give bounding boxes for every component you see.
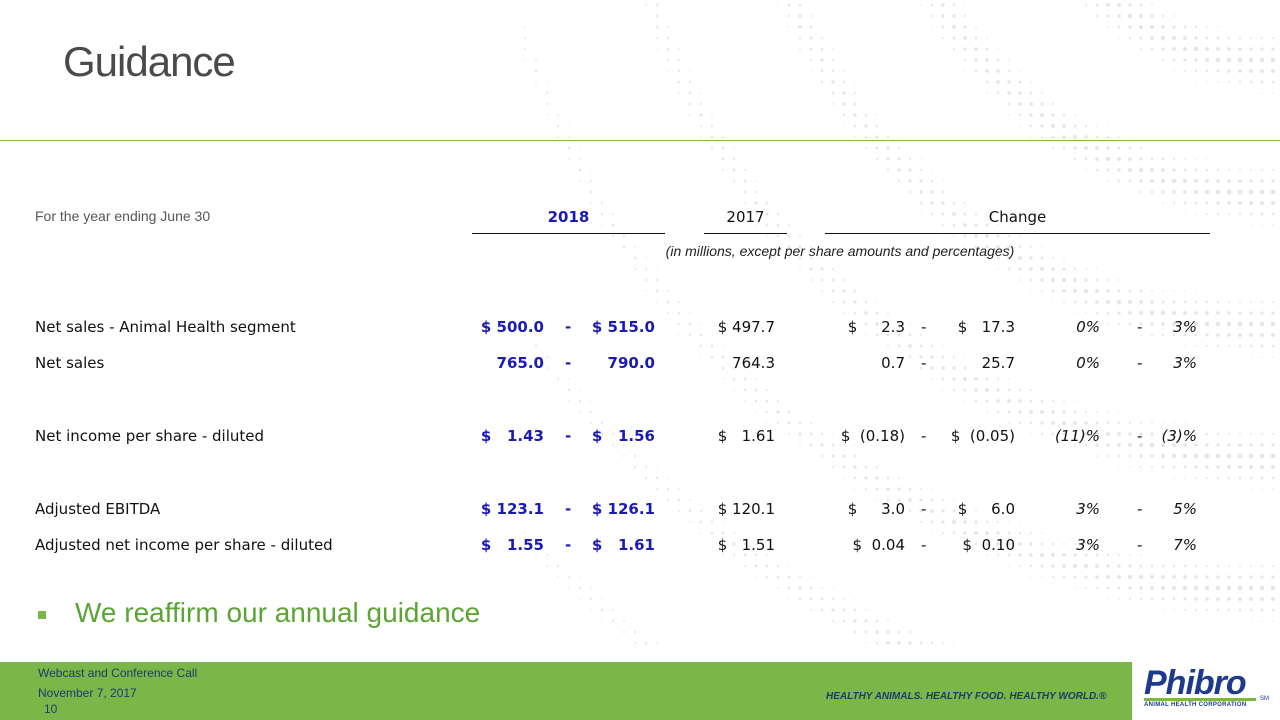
column-header-2017: 2017	[726, 208, 765, 226]
cell-pct-lo: 3%	[1076, 500, 1100, 518]
cell-label: Net sales - Animal Health segment	[35, 318, 296, 336]
table-row: Net income per share - diluted $ 1.43 - $ 1…	[0, 427, 1280, 451]
cell-hi: $ 1.61	[591, 536, 655, 554]
footer-event: Webcast and Conference Call	[38, 666, 198, 680]
column-header-change: Change	[988, 208, 1047, 226]
cell-pct-hi: 5%	[1173, 500, 1197, 518]
cell-dash1: -	[565, 500, 572, 518]
cell-dash1: -	[565, 536, 572, 554]
cell-prior: $ 1.51	[717, 536, 775, 554]
cell-pct-lo: (11)%	[1054, 427, 1100, 445]
cell-label: Adjusted EBITDA	[35, 500, 161, 518]
footer-bar: Webcast and Conference Call November 7, …	[0, 662, 1280, 720]
cell-prior: $ 120.1	[717, 500, 775, 518]
cell-label: Net income per share - diluted	[35, 427, 265, 445]
cell-pct-hi: 3%	[1173, 318, 1197, 336]
cell-pct-lo: 3%	[1076, 536, 1100, 554]
cell-prior: $ 1.61	[717, 427, 775, 445]
footer-date: November 7, 2017	[38, 686, 137, 700]
cell-chg-lo: 0.7	[881, 354, 905, 372]
header-underline-change	[825, 233, 1210, 234]
cell-pct-lo: 0%	[1076, 354, 1100, 372]
cell-dash3: -	[1137, 427, 1143, 445]
phibro-logo: Phibro ANIMAL HEALTH CORPORATION SM	[1132, 662, 1280, 720]
cell-dash3: -	[1137, 354, 1143, 372]
cell-chg-lo: $ 2.3	[847, 318, 905, 336]
cell-lo: $ 1.43	[480, 427, 544, 445]
title-divider	[0, 140, 1280, 141]
cell-label: Net sales	[35, 354, 105, 372]
cell-chg-hi: $ 17.3	[957, 318, 1015, 336]
logo-subtitle: ANIMAL HEALTH CORPORATION	[1144, 702, 1247, 708]
table-row: Net sales 765.0-790.0 764.3 0.7-25.7 0% -3%	[0, 354, 1280, 378]
cell-hi: $ 126.1	[591, 500, 655, 518]
cell-chg-lo: $ 0.04	[852, 536, 905, 554]
cell-lo: $ 500.0	[480, 318, 544, 336]
cell-chg-hi: $ 6.0	[957, 500, 1015, 518]
cell-pct-hi: 3%	[1173, 354, 1197, 372]
cell-pct-lo: 0%	[1076, 318, 1100, 336]
period-label: For the year ending June 30	[35, 208, 211, 224]
units-note: (in millions, except per share amounts a…	[665, 243, 1015, 259]
cell-pct-hi: (3)%	[1161, 427, 1197, 445]
cell-chg-hi: $ (0.05)	[950, 427, 1015, 445]
table-row: Adjusted EBITDA $ 123.1 - $ 126.1 $ 120.1 $ 3…	[0, 500, 1280, 524]
cell-dash2: -	[921, 318, 927, 336]
cell-dash1: -	[565, 318, 572, 336]
cell-lo: $ 1.55	[480, 536, 544, 554]
table-row: Net sales - Animal Health segment $ 500.0…	[0, 318, 1280, 342]
cell-label: Adjusted net income per share - diluted	[35, 536, 333, 554]
key-message: We reaffirm our annual guidance	[75, 597, 481, 628]
header-underline-2017	[704, 233, 787, 234]
tagline: HEALTHY ANIMALS. HEALTHY FOOD. HEALTHY W…	[826, 691, 1107, 702]
logo-underline	[1144, 698, 1256, 701]
cell-dash3: -	[1137, 536, 1143, 554]
page-title: Guidance	[63, 38, 236, 85]
cell-chg-hi: 25.7	[981, 354, 1015, 372]
cell-hi: $ 515.0	[591, 318, 655, 336]
cell-chg-lo: $ 3.0	[847, 500, 905, 518]
page-number: 10	[44, 702, 58, 716]
table-row: Adjusted net income per share - diluted $…	[0, 536, 1280, 560]
cell-dash3: -	[1137, 500, 1143, 518]
cell-chg-hi: $ 0.10	[962, 536, 1015, 554]
cell-dash1: -	[565, 354, 572, 372]
cell-dash2: -	[921, 536, 927, 554]
cell-lo: 765.0	[496, 354, 544, 372]
header-underline-2018	[472, 233, 665, 234]
cell-hi: $ 1.56	[591, 427, 655, 445]
cell-lo: $ 123.1	[480, 500, 544, 518]
cell-hi: 790.0	[607, 354, 655, 372]
cell-pct-hi: 7%	[1173, 536, 1197, 554]
cell-chg-lo: $ (0.18)	[840, 427, 905, 445]
cell-prior: $ 497.7	[717, 318, 775, 336]
logo-wordmark: Phibro	[1144, 664, 1247, 702]
logo-service-mark: SM	[1260, 696, 1269, 702]
column-header-2018: 2018	[547, 208, 590, 226]
bullet-marker	[38, 611, 46, 619]
cell-dash2: -	[921, 500, 927, 518]
cell-dash3: -	[1137, 318, 1143, 336]
background-dot-pattern	[523, 2, 1276, 645]
cell-prior: 764.3	[732, 354, 775, 372]
cell-dash2: -	[921, 354, 927, 372]
cell-dash1: -	[565, 427, 572, 445]
cell-dash2: -	[921, 427, 927, 445]
